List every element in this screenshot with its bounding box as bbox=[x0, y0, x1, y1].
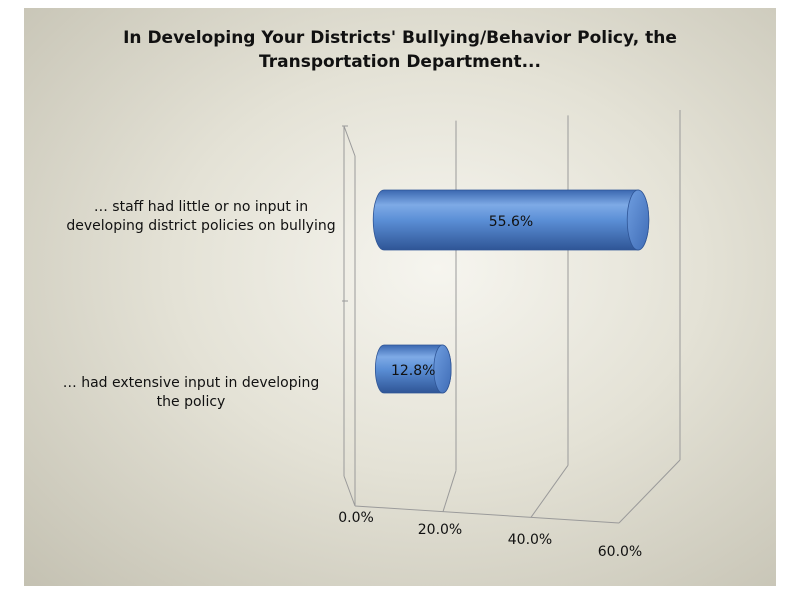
chart-title-line-1: In Developing Your Districts' Bullying/B… bbox=[123, 28, 677, 48]
chart-plot bbox=[342, 110, 681, 524]
x-tick-label-2: 20.0% bbox=[417, 522, 463, 538]
floor-line-1 bbox=[343, 475, 356, 507]
chart-title: In Developing Your Districts' Bullying/B… bbox=[24, 26, 776, 74]
x-tick-label-3: 40.0% bbox=[507, 532, 553, 548]
x-tick-label-4: 60.0% bbox=[597, 544, 643, 560]
category-label-1-line-2: developing district policies on bullying bbox=[66, 218, 336, 234]
x-tick-label-1: 0.0% bbox=[338, 510, 374, 526]
bar-1 bbox=[372, 189, 650, 251]
data-label-2: 12.8% bbox=[390, 363, 436, 379]
data-label-1: 55.6% bbox=[488, 214, 534, 230]
side-wall-top bbox=[343, 125, 356, 157]
bar-2-cap bbox=[433, 344, 452, 394]
category-label-1: … staff had little or no input in develo… bbox=[56, 198, 346, 236]
category-label-2: … had extensive input in developing the … bbox=[46, 374, 336, 412]
category-label-2-line-2: the policy bbox=[156, 394, 226, 410]
floor-line-3 bbox=[530, 465, 569, 518]
floor-line-2 bbox=[442, 470, 457, 512]
category-label-2-line-1: … had extensive input in developing bbox=[62, 375, 320, 391]
chart-title-line-2: Transportation Department... bbox=[259, 52, 541, 72]
bar-1-cap bbox=[626, 189, 650, 251]
floor-line-4 bbox=[618, 459, 681, 524]
chart-area: In Developing Your Districts' Bullying/B… bbox=[24, 8, 776, 586]
bar-2 bbox=[374, 344, 452, 394]
category-label-1-line-1: … staff had little or no input in bbox=[93, 199, 309, 215]
floor-front-edge bbox=[354, 505, 620, 524]
